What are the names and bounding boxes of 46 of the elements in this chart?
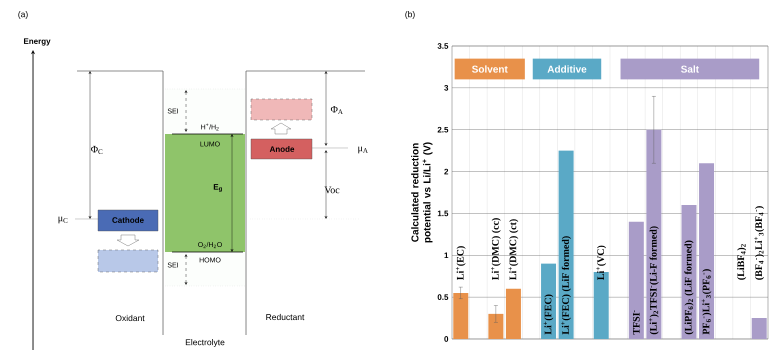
bar: [558, 150, 574, 339]
text: Φ$_{C}$: [91, 146, 102, 154]
text: Additive: [548, 65, 586, 73]
text: Voc: [324, 186, 340, 194]
y-tick-label: 0.5: [438, 294, 448, 300]
category-label: (BF$_{4}$$^{-}$)$_{2}$Li$^{+}$$_{3}$(BF$_{4}$$^{-}$): [754, 206, 764, 280]
y-tick-label: 3.5: [438, 43, 448, 49]
y-tick-label: 0: [444, 336, 448, 342]
text: (a): [18, 11, 28, 19]
text: Cathode: [112, 217, 144, 223]
y-tick-label: 1: [444, 252, 448, 258]
y-tick-label: 2.5: [438, 126, 448, 133]
text: Salt: [680, 65, 699, 73]
text: Oxidant: [116, 314, 145, 322]
bar: [453, 292, 468, 339]
y-tick-label: 2: [444, 168, 448, 174]
x-tick-label: Li$^{+}$(VC): [596, 246, 606, 280]
y-tick-label: 3: [444, 85, 448, 91]
bar: [541, 264, 556, 339]
x-tick-label: (LiPF$_{6}$)$_{2}$ (LiF formed): [684, 240, 694, 334]
bar: [752, 318, 767, 339]
y-tick-label: 1.5: [438, 210, 448, 216]
bar: [488, 314, 504, 339]
x-tick-label: Li$^{+}$(DMC) (cc): [491, 218, 501, 280]
text: Solvent: [472, 65, 508, 73]
text: Energy: [24, 38, 51, 46]
x-tick-label: TFSI$^{-}$: [632, 310, 640, 335]
text: μ$_{A}$: [358, 146, 368, 154]
text: μ$_{C}$: [58, 216, 68, 224]
x-tick-label: Li$^{+}$(FEC): [544, 294, 554, 335]
bar: [506, 288, 521, 339]
x-tick-label: Li$^{+}$(DMC) (ct): [508, 219, 518, 280]
bar: [628, 222, 644, 339]
bar: [646, 130, 662, 339]
text: Anode: [270, 146, 294, 152]
bar: [699, 163, 714, 339]
x-tick-label: Li$^{+}$(EC): [456, 246, 466, 280]
x-tick-label: (Li$^{+}$)$_{2}$TFSI$^{-}$(Li-F formed): [649, 226, 659, 334]
text: E$_{g}$: [214, 184, 222, 192]
text: (b): [405, 11, 415, 19]
category-label: PF$_{6}$$^{-}$)Li$^{+}$$_{3}$(PF$_{6}$$^{-}$): [702, 269, 712, 335]
text: Φ$_{A}$: [330, 106, 343, 114]
x-tick-label: Li$^{+}$(FEC) (LiF formed): [561, 236, 571, 335]
text: Electrolyte: [186, 339, 224, 347]
x-tick-label: (LiBF$_{4}$)$_{2}$: [737, 244, 746, 280]
text: Reductant: [266, 314, 304, 320]
